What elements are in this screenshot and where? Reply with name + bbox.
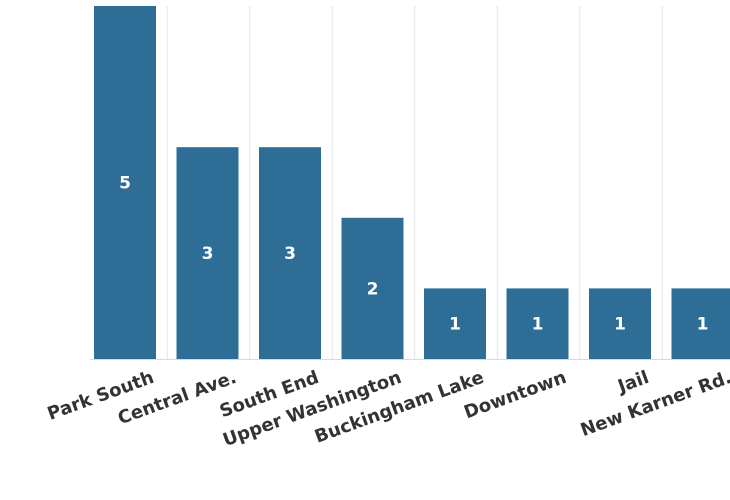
- x-tick-label: New Karner Rd.: [578, 367, 730, 441]
- bar-south-end[interactable]: [259, 147, 321, 359]
- bar-buckingham-lake[interactable]: [424, 288, 486, 359]
- bar-value-label: 1: [449, 315, 461, 335]
- bar-value-label: 1: [614, 315, 626, 335]
- bar-value-label: 3: [284, 244, 296, 264]
- x-tick-label: Jail: [613, 367, 651, 398]
- bars-layer: [94, 6, 730, 359]
- bar-value-label: 2: [367, 279, 379, 299]
- bar-jail[interactable]: [589, 288, 651, 359]
- bar-new-karner-rd[interactable]: [671, 288, 730, 359]
- grid-layer: [90, 6, 730, 360]
- bar-value-label: 1: [697, 315, 709, 335]
- bar-park-south[interactable]: [94, 6, 156, 359]
- bar-downtown[interactable]: [506, 288, 569, 359]
- bar-value-label: 3: [202, 244, 214, 264]
- bar-value-label: 1: [532, 315, 544, 335]
- value-labels-layer: 5 3 3 2 1 1 1 1: [119, 174, 708, 335]
- bar-central-ave[interactable]: [176, 147, 239, 359]
- bar-value-label: 5: [119, 174, 131, 194]
- bar-upper-washington[interactable]: [341, 217, 404, 359]
